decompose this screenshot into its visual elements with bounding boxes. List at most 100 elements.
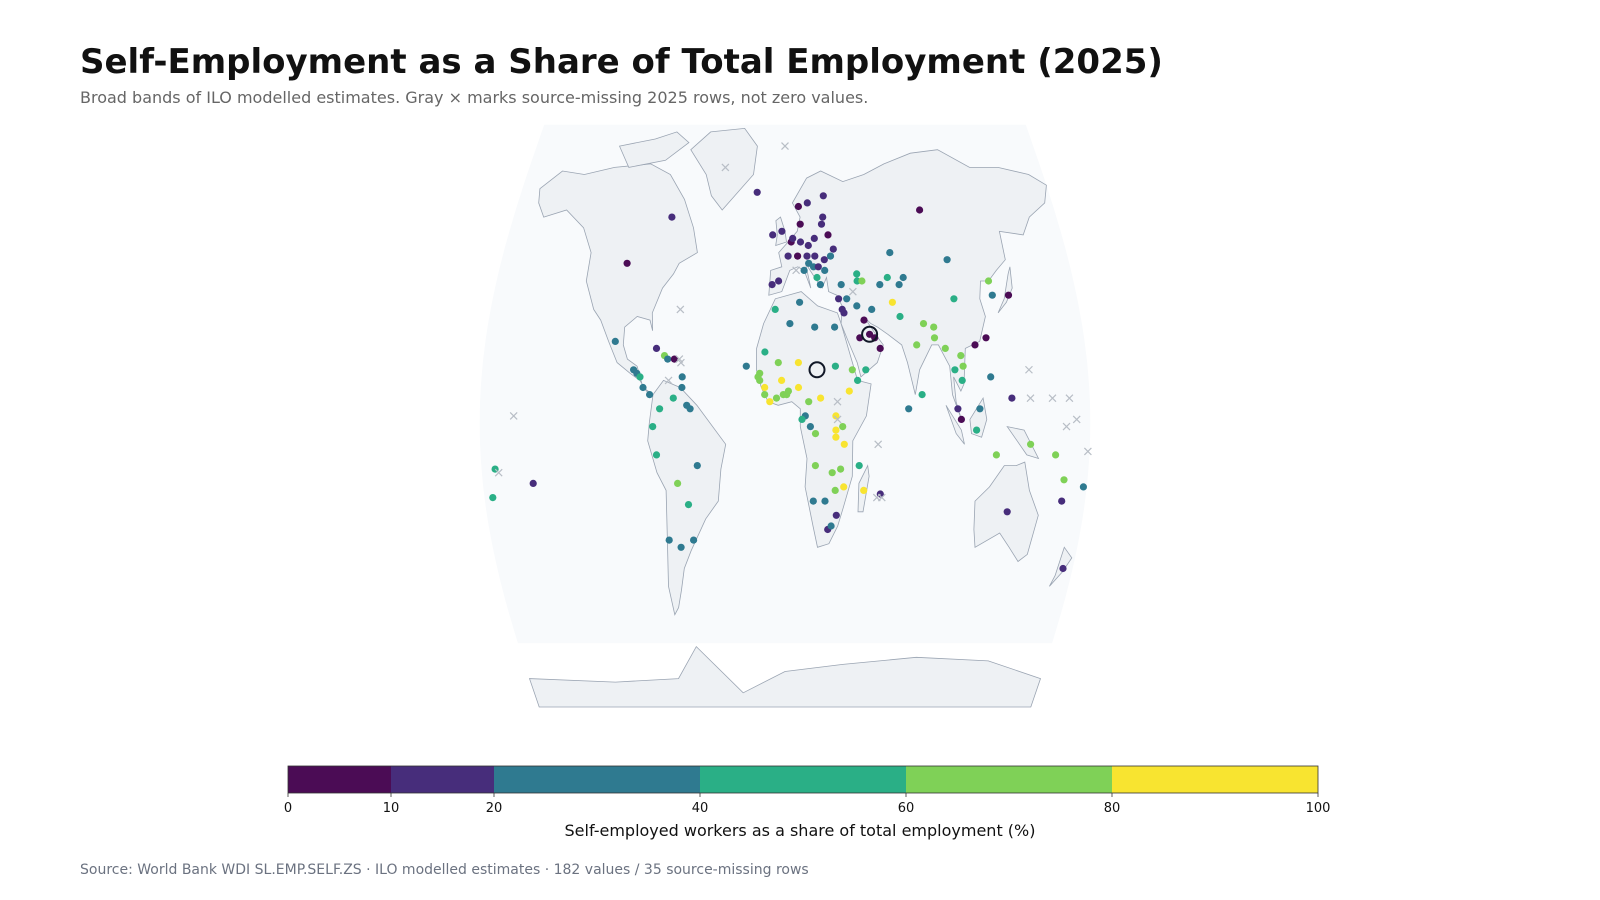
country-point[interactable] [888,298,897,306]
missing-marker[interactable] [675,355,684,364]
country-point[interactable] [819,213,827,221]
missing-marker[interactable] [792,266,801,275]
country-point[interactable] [819,192,827,200]
country-point[interactable] [817,394,825,402]
country-point[interactable] [804,241,812,250]
country-point[interactable] [794,383,803,392]
country-point[interactable] [916,206,924,214]
country-point[interactable] [693,462,701,470]
country-point[interactable] [772,394,781,402]
country-point[interactable] [656,405,664,413]
country-point[interactable] [771,305,779,313]
country-point[interactable] [837,281,845,289]
country-point[interactable] [761,383,769,392]
country-point[interactable] [988,291,996,299]
country-point[interactable] [639,383,647,392]
missing-marker[interactable] [1025,365,1033,374]
country-point[interactable] [768,281,776,289]
country-point[interactable] [811,323,819,331]
country-point[interactable] [868,305,876,313]
country-point[interactable] [876,281,884,289]
country-point[interactable] [529,479,537,487]
country-point[interactable] [810,234,818,242]
missing-marker[interactable] [874,440,883,449]
country-point[interactable] [674,479,682,487]
country-point[interactable] [984,277,993,285]
country-point[interactable] [742,362,750,370]
country-point[interactable] [798,415,806,423]
country-point[interactable] [778,227,786,235]
country-point[interactable] [686,405,694,413]
country-point[interactable] [761,391,769,399]
country-point[interactable] [796,298,804,306]
country-point[interactable] [670,355,679,363]
country-point[interactable] [957,415,966,423]
country-point[interactable] [951,366,959,374]
missing-marker[interactable] [833,415,842,424]
country-point[interactable] [919,320,928,328]
missing-marker[interactable] [833,397,842,406]
country-point[interactable] [832,412,840,420]
country-point[interactable] [976,405,984,413]
country-point[interactable] [828,469,836,477]
country-point[interactable] [860,486,868,494]
country-point[interactable] [957,352,965,360]
country-point[interactable] [1052,451,1060,459]
country-point[interactable] [821,497,829,505]
country-point[interactable] [958,376,966,384]
country-point[interactable] [899,273,907,282]
country-point[interactable] [678,373,686,381]
country-point[interactable] [778,376,786,384]
country-point[interactable] [784,387,793,395]
country-point[interactable] [843,295,851,303]
country-point[interactable] [817,220,826,228]
country-point[interactable] [1060,476,1068,484]
country-point[interactable] [840,483,848,491]
country-point[interactable] [905,405,913,413]
country-point[interactable] [848,366,856,374]
country-point[interactable] [611,337,619,345]
country-point[interactable] [824,231,832,239]
country-point[interactable] [853,302,861,310]
country-point[interactable] [668,213,676,221]
country-point[interactable] [794,252,802,260]
country-point[interactable] [753,188,761,196]
country-point[interactable] [837,465,845,473]
country-point[interactable] [858,277,866,285]
missing-marker[interactable] [509,411,518,420]
country-point[interactable] [943,256,951,264]
country-point[interactable] [669,394,677,402]
country-point[interactable] [664,355,672,363]
country-point[interactable] [806,423,815,431]
country-point[interactable] [796,220,804,228]
country-point[interactable] [941,344,949,352]
country-point[interactable] [853,270,861,278]
missing-marker[interactable] [494,468,503,477]
country-point[interactable] [811,430,820,438]
country-point[interactable] [827,522,835,530]
country-point[interactable] [677,543,685,551]
country-point[interactable] [973,426,981,434]
country-point[interactable] [769,231,777,239]
missing-marker[interactable] [721,163,730,172]
country-point[interactable] [959,362,967,370]
country-point[interactable] [1079,483,1087,491]
country-point[interactable] [930,323,938,331]
country-point[interactable] [1008,394,1016,402]
country-point[interactable] [766,398,774,406]
country-point[interactable] [1058,497,1066,505]
missing-marker[interactable] [848,287,857,296]
country-point[interactable] [918,391,926,399]
country-point[interactable] [1004,291,1013,299]
missing-marker[interactable] [676,305,685,314]
country-point[interactable] [775,277,783,285]
missing-marker[interactable] [664,376,673,385]
country-point[interactable] [813,273,821,282]
country-point[interactable] [820,256,828,264]
missing-marker[interactable] [1072,415,1081,424]
country-point[interactable] [832,511,840,519]
missing-marker[interactable] [1062,422,1071,431]
country-point[interactable] [992,451,1001,459]
